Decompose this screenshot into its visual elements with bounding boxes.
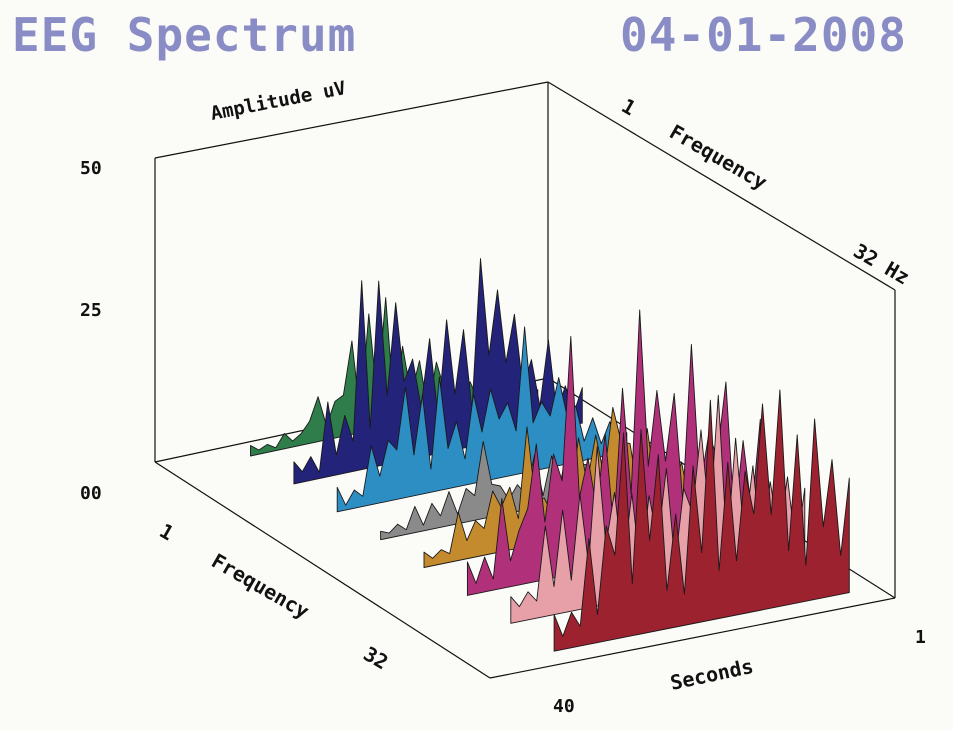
left-axis-end-label: 32 [360, 642, 393, 675]
left-axis-label: Frequency [208, 549, 314, 624]
left-axis-start-label: 1 [156, 519, 178, 546]
seconds-axis-start-label: 40 [553, 696, 575, 717]
back-axis-start-label: 1 [618, 94, 640, 121]
box-edge [489, 597, 896, 679]
box-edge [154, 461, 491, 679]
z-tick-label: 25 [80, 300, 102, 321]
seconds-axis-end-label: 1 [915, 627, 926, 648]
spectrum-surface [250, 258, 850, 652]
box-edge [547, 81, 896, 291]
z-tick-label: 50 [80, 158, 102, 179]
spectrum-band-trace [553, 389, 850, 652]
chart-title: EEG Spectrum [12, 8, 357, 62]
box-edge [154, 81, 549, 159]
z-tick-label: 00 [80, 483, 102, 504]
z-axis-label: Amplitude uV [209, 77, 348, 125]
seconds-axis-label: Seconds [668, 654, 755, 695]
chart-date: 04-01-2008 [620, 8, 907, 62]
front-frame [154, 461, 896, 679]
back-axis-label: Frequency [666, 120, 772, 195]
